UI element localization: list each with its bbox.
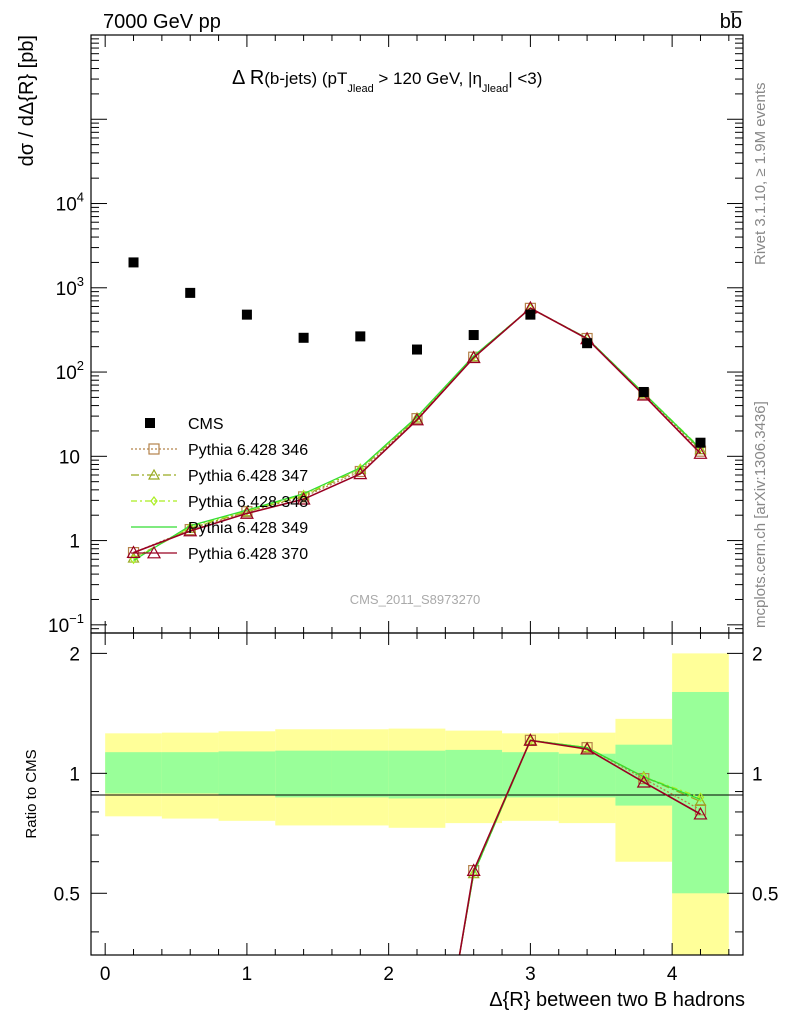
ratio-panel: 0 1 2 3 4 0.5 0.5 1 1 2 2 xyxy=(54,632,778,985)
cms-data-point xyxy=(525,309,536,320)
legend-label-5: Pythia 6.428 370 xyxy=(188,546,308,563)
cms-data-point xyxy=(298,332,309,343)
ratio-band-stat xyxy=(105,752,162,794)
x-tick-label: 3 xyxy=(525,964,536,985)
ratio-band-stat xyxy=(218,751,276,796)
ratio-2-point xyxy=(694,795,707,807)
ratio-band-stat xyxy=(445,749,503,799)
process-label: bb̅ xyxy=(720,10,743,33)
ratio-3-point xyxy=(696,792,705,803)
y-tick-label: 1 xyxy=(69,532,80,553)
rivet-label: Rivet 3.1.10, ≥ 1.9M events xyxy=(752,83,769,266)
legend-label-4: Pythia 6.428 349 xyxy=(188,520,308,537)
legend-marker-1 xyxy=(148,443,160,455)
ratio-axis-label: Ratio to CMS xyxy=(23,749,40,838)
y-tick-label: 10 xyxy=(59,447,80,468)
legend-marker-3 xyxy=(150,496,158,506)
chart-title: Δ R(b-jets) (pTJlead > 120 GeV, |ηJlead|… xyxy=(232,67,542,95)
legend-label-3: Pythia 6.428 348 xyxy=(188,494,308,511)
ratio-3-point xyxy=(469,868,478,879)
ratio-y-tick-label-right: 0.5 xyxy=(752,884,778,905)
title-sub2: Jlead xyxy=(482,83,508,95)
title-main: Δ R xyxy=(232,67,264,89)
series-5-point xyxy=(466,350,481,364)
cms-data-point xyxy=(695,437,706,448)
series-5-point xyxy=(126,545,141,558)
legend-marker-2 xyxy=(147,468,161,480)
legend-marker-cms xyxy=(145,418,155,428)
title-end: | <3) xyxy=(508,69,542,88)
series-5-point xyxy=(693,446,708,459)
ratio-band-stat xyxy=(388,750,446,799)
series-3-point xyxy=(413,412,421,423)
x-tick-label: 1 xyxy=(242,964,253,985)
ratio-5-point xyxy=(580,741,595,755)
ratio-5-point xyxy=(466,863,481,877)
legend-label-1: Pythia 6.428 346 xyxy=(188,442,308,459)
ratio-band-stat xyxy=(502,752,559,798)
x-tick-label: 0 xyxy=(100,964,111,985)
ratio-y-tick-label: 0.5 xyxy=(54,884,80,905)
series-3-point xyxy=(356,463,365,474)
main-panel: 10−1 1 10 102 103 104 xyxy=(48,34,744,637)
series-5-point xyxy=(353,466,368,480)
x-tick-label: 2 xyxy=(383,964,394,985)
series-line-2 xyxy=(133,307,701,559)
cms-data-point xyxy=(412,344,422,355)
cms-data-point xyxy=(355,331,366,342)
y-tick-label: 102 xyxy=(56,358,84,384)
series-1-point xyxy=(354,465,366,478)
y-axis-label: dσ / dΔ{R} [pb] xyxy=(16,35,38,166)
ratio-5-point xyxy=(523,733,538,746)
title-rest: (b-jets) (pT xyxy=(264,69,347,88)
cms-data-point xyxy=(185,287,196,298)
ratio-y-tick-label: 2 xyxy=(69,644,80,665)
ratio-y-tick-label-right: 1 xyxy=(752,764,763,785)
cms-data-point xyxy=(638,386,649,397)
cms-data-point xyxy=(128,257,139,268)
main-frame xyxy=(90,34,744,634)
y-tick-label: 10−1 xyxy=(48,611,84,637)
legend: CMS Pythia 6.428 346 Pythia 6.428 347 Pythi… xyxy=(131,416,308,563)
ratio-y-tick-label-right: 2 xyxy=(752,644,763,665)
ratio-1-point xyxy=(694,804,707,816)
energy-label: 7000 GeV pp xyxy=(103,11,221,33)
series-5-point xyxy=(296,491,311,505)
series-5-point xyxy=(409,412,425,426)
ratio-band-stat xyxy=(161,752,219,794)
ratio-y-tick-label: 1 xyxy=(69,764,80,785)
mcplots-label: mcplots.cern.ch [arXiv:1306.3436] xyxy=(752,401,769,628)
title-mid: > 120 GeV, |η xyxy=(374,69,482,88)
ratio-band-stat xyxy=(331,750,389,798)
x-tick-label: 4 xyxy=(667,964,678,985)
cms-data-point xyxy=(468,330,479,341)
legend-label-cms: CMS xyxy=(188,416,224,433)
x-axis-label: Δ{R} between two B hadrons xyxy=(489,989,745,1011)
title-sub1: Jlead xyxy=(347,83,373,95)
y-tick-label: 104 xyxy=(56,190,84,216)
y-tick-label: 103 xyxy=(56,274,84,300)
series-5-point xyxy=(239,506,254,519)
series-5-point xyxy=(183,523,198,537)
ratio-5-point xyxy=(636,774,651,788)
legend-marker-5 xyxy=(146,545,162,559)
cms-data-point xyxy=(582,338,593,349)
cms-data-point xyxy=(241,309,252,320)
watermark: CMS_2011_S8973270 xyxy=(350,592,481,607)
series-line-5 xyxy=(133,307,702,554)
ratio-line-5 xyxy=(458,739,701,956)
legend-label-2: Pythia 6.428 347 xyxy=(188,468,308,485)
ratio-5-point xyxy=(693,806,708,820)
ratio-band-stat xyxy=(275,750,332,798)
